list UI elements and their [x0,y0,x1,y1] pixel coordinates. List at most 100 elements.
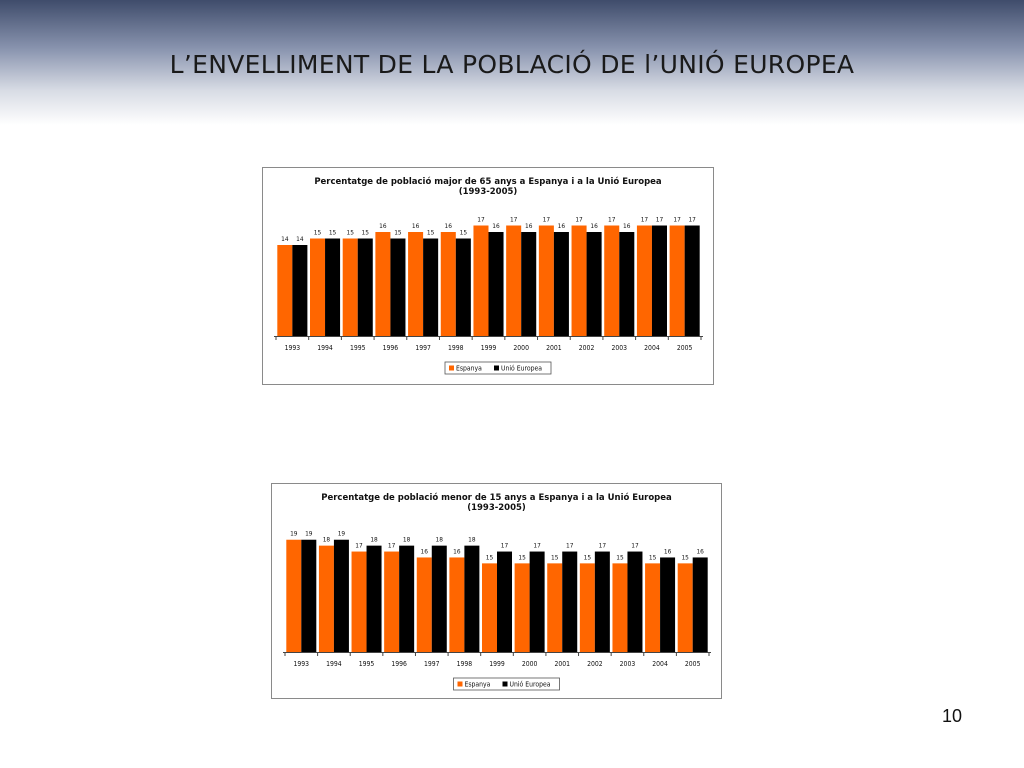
chart-under-15-bar-ue-2002 [594,551,610,652]
chart-over-65-bar-ue-1997 [423,238,439,336]
chart-under-15-bar-espanya-1999 [481,563,497,652]
chart-over-65-bar-espanya-1996 [375,232,391,336]
chart-over-65-bar-espanya-2002 [571,225,587,336]
chart-over-65-value-label: 17 [656,216,664,224]
chart-over-65-bar-espanya-2004 [636,225,652,336]
chart-under-15-bar-ue-1995 [366,545,382,652]
chart-over-65: Percentatge de població major de 65 anys… [262,167,714,385]
chart-over-65-category-label-1995: 1995 [350,344,366,352]
chart-under-15-bar-ue-1999 [497,551,513,652]
chart-under-15-value-label: 18 [436,536,444,544]
chart-over-65-svg: Percentatge de població major de 65 anys… [274,176,703,375]
chart-under-15-svg: Percentatge de població menor de 15 anys… [283,492,711,691]
chart-over-65-bar-ue-2004 [651,225,667,336]
chart-under-15-value-label: 18 [403,536,411,544]
chart-over-65-value-label: 17 [641,216,649,224]
chart-under-15-value-label: 17 [501,542,509,550]
chart-under-15-value-label: 15 [584,553,592,561]
chart-under-15-legend-label-espanya: Espanya [465,681,491,689]
chart-under-15-subtitle: (1993-2005) [467,503,526,513]
chart-over-65-bar-ue-1999 [488,232,504,336]
chart-over-65-value-label: 15 [329,229,337,237]
chart-over-65-category-label-2000: 2000 [513,344,529,352]
chart-over-65-value-label: 15 [314,229,322,237]
chart-under-15-value-label: 18 [323,536,331,544]
chart-over-65-value-label: 15 [394,229,402,237]
chart-under-15-bar-ue-2004 [660,557,676,652]
chart-under-15-bar-ue-2005 [692,557,708,652]
chart-over-65-category-label-2004: 2004 [644,344,660,352]
chart-under-15-bar-ue-2000 [529,551,545,652]
chart-under-15-value-label: 19 [338,530,346,538]
chart-under-15-value-label: 18 [370,536,378,544]
chart-under-15-bar-ue-1998 [464,545,480,652]
chart-over-65-bar-ue-1996 [390,238,406,336]
chart-under-15-value-label: 18 [468,536,476,544]
chart-under-15-category-label-2000: 2000 [522,660,538,668]
chart-under-15-value-label: 16 [421,547,429,555]
chart-under-15-value-label: 17 [566,542,574,550]
chart-over-65-value-label: 14 [281,235,289,243]
chart-over-65-value-label: 15 [346,229,354,237]
chart-under-15-value-label: 19 [290,530,298,538]
chart-over-65-value-label: 16 [590,222,598,230]
chart-under-15-bar-espanya-1997 [416,557,432,652]
chart-over-65-value-label: 16 [525,222,533,230]
chart-over-65-category-label-1994: 1994 [317,344,333,352]
slide-title: L’ENVELLIMENT DE LA POBLACIÓ DE l’UNIÓ E… [169,50,855,79]
slide-header-band [0,0,1024,125]
chart-under-15-bar-ue-1996 [399,545,415,652]
chart-under-15-value-label: 16 [664,547,672,555]
chart-under-15-value-label: 17 [631,542,639,550]
chart-under-15-bar-ue-2003 [627,551,643,652]
chart-under-15-category-label-2001: 2001 [554,660,570,668]
chart-under-15-bar-espanya-2003 [612,563,628,652]
chart-over-65-legend-swatch-espanya [449,365,454,371]
chart-under-15-bar-espanya-2005 [677,563,693,652]
chart-under-15-value-label: 15 [518,553,526,561]
chart-under-15: Percentatge de població menor de 15 anys… [271,483,722,699]
chart-under-15-value-label: 15 [681,553,689,561]
chart-under-15-category-label-1995: 1995 [359,660,375,668]
chart-under-15-value-label: 17 [533,542,541,550]
chart-over-65-legend-label-ue: Unió Europea [501,365,542,373]
chart-under-15-category-label-1999: 1999 [489,660,505,668]
chart-under-15-bar-espanya-1995 [351,551,367,652]
chart-under-15-bar-espanya-2001 [547,563,563,652]
chart-over-65-legend-label-espanya: Espanya [456,365,482,373]
chart-under-15-category-label-2005: 2005 [685,660,701,668]
chart-under-15-bar-ue-1994 [333,539,349,652]
chart-over-65-bar-ue-1995 [357,238,373,336]
chart-under-15-category-label-2003: 2003 [620,660,636,668]
chart-under-15-value-label: 15 [486,553,494,561]
chart-over-65-bar-ue-1993 [292,245,308,336]
chart-under-15-legend-label-ue: Unió Europea [510,681,551,689]
chart-under-15-category-label-1996: 1996 [391,660,407,668]
chart-over-65-bar-ue-2000 [521,232,537,336]
chart-under-15-legend-swatch-espanya [457,681,463,687]
chart-under-15-category-label-1994: 1994 [326,660,342,668]
chart-over-65-category-label-1998: 1998 [448,344,464,352]
chart-under-15-bar-espanya-2002 [579,563,595,652]
chart-over-65-category-label-1993: 1993 [285,344,301,352]
chart-over-65-category-label-2005: 2005 [677,344,693,352]
chart-under-15-value-label: 16 [696,547,704,555]
chart-under-15-value-label: 17 [355,542,363,550]
chart-over-65-bar-ue-2002 [586,232,602,336]
chart-over-65-bar-ue-1994 [325,238,341,336]
chart-over-65-title: Percentatge de població major de 65 anys… [314,176,662,187]
chart-over-65-value-label: 16 [558,222,566,230]
chart-under-15-value-label: 17 [388,542,396,550]
chart-over-65-value-label: 16 [492,222,500,230]
chart-over-65-bar-espanya-1993 [277,245,293,336]
chart-over-65-bar-ue-2005 [684,225,700,336]
chart-under-15-title: Percentatge de població menor de 15 anys… [321,492,672,503]
chart-over-65-value-label: 16 [412,222,420,230]
chart-over-65-bar-espanya-1995 [342,238,358,336]
chart-over-65-subtitle: (1993-2005) [459,187,518,197]
chart-over-65-category-label-1996: 1996 [383,344,399,352]
chart-over-65-category-label-2003: 2003 [611,344,627,352]
chart-under-15-value-label: 15 [649,553,657,561]
chart-over-65-value-label: 17 [477,216,485,224]
chart-under-15-category-label-1997: 1997 [424,660,440,668]
